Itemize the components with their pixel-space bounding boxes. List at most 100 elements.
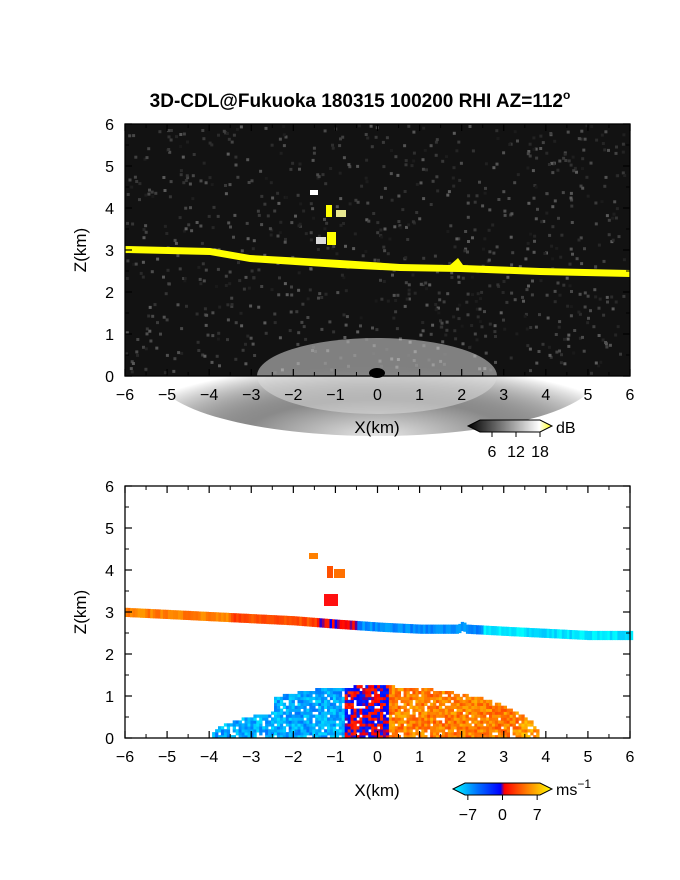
noise-cell: [508, 143, 512, 146]
noise-cell: [298, 222, 302, 226]
velocity-cell: [306, 699, 310, 704]
velocity-cell: [178, 610, 182, 620]
noise-cell: [457, 280, 461, 284]
velocity-cell: [371, 732, 375, 736]
noise-cell: [622, 133, 626, 137]
noise-cell: [539, 134, 543, 138]
noise-cell: [510, 212, 514, 216]
noise-cell: [467, 240, 470, 243]
noise-cell: [168, 150, 172, 154]
velocity-cell: [247, 732, 251, 736]
velocity-cell: [142, 608, 146, 618]
velocity-cell: [489, 729, 493, 733]
noise-cell: [285, 293, 289, 297]
velocity-cell: [500, 732, 505, 736]
velocity-cell: [433, 723, 437, 727]
velocity-cell: [231, 613, 235, 623]
noise-cell: [600, 200, 604, 204]
velocity-cell: [248, 614, 252, 624]
velocity-cell: [571, 630, 576, 640]
velocity-cell: [303, 729, 307, 733]
noise-cell: [357, 124, 361, 128]
velocity-cell: [468, 729, 472, 733]
noise-cell: [306, 297, 310, 301]
noise-cell: [276, 234, 280, 238]
velocity-cell: [518, 729, 522, 733]
velocity-cell: [465, 708, 469, 712]
noise-cell: [298, 162, 302, 166]
velocity-cell: [536, 735, 540, 739]
velocity-cell: [453, 693, 457, 698]
velocity-cell: [415, 702, 419, 706]
velocity-cell: [297, 726, 301, 730]
colorbar-ramp: [466, 419, 554, 433]
noise-cell: [224, 184, 227, 187]
velocity-cell: [297, 702, 301, 706]
velocity-cell: [527, 729, 531, 733]
velocity-cell: [503, 626, 507, 636]
velocity-cell: [279, 726, 284, 730]
velocity-cell: [406, 723, 410, 727]
velocity-cell: [438, 624, 442, 634]
noise-cell: [130, 185, 134, 189]
velocity-cell: [303, 699, 307, 704]
velocity-cell: [456, 699, 460, 704]
noise-cell: [373, 258, 377, 262]
velocity-cell: [406, 696, 410, 701]
velocity-cell: [347, 732, 351, 736]
velocity-cell: [338, 720, 343, 724]
noise-cell: [200, 241, 204, 245]
velocity-cell: [341, 732, 345, 736]
velocity-cell: [447, 711, 452, 715]
velocity-cell: [332, 732, 337, 736]
velocity-cell: [291, 616, 295, 626]
noise-cell: [528, 154, 532, 158]
noise-cell: [475, 194, 479, 198]
velocity-cell: [453, 717, 457, 721]
noise-cell: [312, 216, 316, 220]
noise-cell: [179, 133, 183, 136]
noise-cell: [224, 192, 228, 196]
noise-cell: [320, 296, 324, 299]
velocity-cell: [377, 693, 381, 698]
noise-cell: [594, 295, 598, 299]
noise-cell: [204, 268, 208, 272]
noise-cell: [569, 196, 573, 200]
noise-cell: [553, 289, 557, 293]
velocity-cell: [205, 611, 209, 621]
noise-cell: [526, 247, 530, 251]
velocity-cell: [309, 714, 313, 718]
velocity-cell: [268, 720, 272, 724]
velocity-cell: [262, 717, 266, 721]
velocity-cell: [344, 726, 348, 730]
velocity-cell: [353, 696, 357, 701]
velocity-cell: [285, 735, 290, 739]
y-tick-label: 4: [105, 563, 114, 580]
noise-cell: [216, 267, 220, 271]
velocity-cell: [599, 630, 603, 641]
velocity-cell: [448, 624, 452, 634]
noise-cell: [510, 263, 514, 267]
velocity-cell: [438, 714, 443, 718]
velocity-cell: [282, 726, 287, 730]
velocity-cell: [353, 711, 357, 715]
velocity-cell: [459, 720, 463, 724]
velocity-cell: [453, 624, 457, 634]
noise-cell: [570, 290, 573, 293]
velocity-cell: [241, 723, 245, 727]
velocity-cell: [497, 735, 502, 739]
velocity-cell: [238, 729, 242, 733]
velocity-cell: [306, 711, 310, 715]
velocity-cell: [294, 693, 298, 698]
noise-cell: [147, 314, 151, 318]
velocity-cell: [474, 717, 478, 721]
velocity-cell: [297, 705, 301, 709]
velocity-cell: [268, 723, 272, 727]
velocity-cell: [403, 696, 407, 701]
velocity-cell: [383, 720, 387, 724]
velocity-cell: [368, 708, 372, 712]
velocity-cell: [300, 729, 304, 733]
velocity-cell: [329, 714, 334, 718]
velocity-cell: [383, 688, 387, 692]
velocity-cell: [412, 688, 416, 692]
